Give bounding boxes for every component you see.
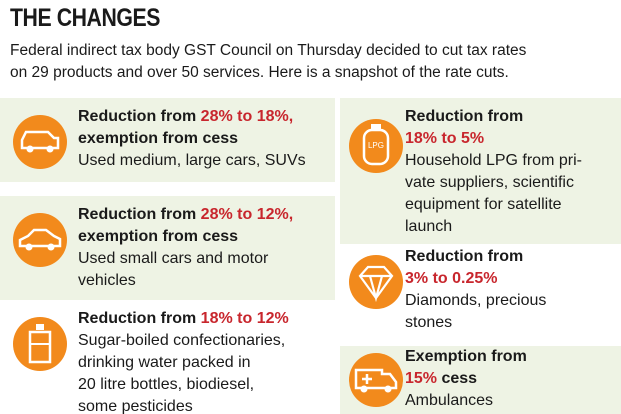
heading-text: Reduction from	[78, 310, 201, 327]
item-heading: Reduction from	[405, 246, 546, 268]
item-heading: exemption from cess	[78, 128, 306, 150]
heading-text: exemption from cess	[78, 130, 239, 147]
item-description: vehicles	[78, 272, 136, 289]
item-description: Used medium, large cars, SUVs	[78, 152, 306, 169]
item-heading: 15% cess	[405, 368, 527, 390]
intro-line: Federal indirect tax body GST Council on…	[10, 42, 527, 59]
item-description: Sugar-boiled confectionaries,	[78, 332, 286, 349]
item-description: Ambulances	[405, 392, 494, 409]
item-heading: exemption from cess	[78, 226, 293, 248]
item: Reduction from 3% to 0.25% Diamonds, preci…	[405, 246, 546, 334]
rate-change: 28% to 12%,	[200, 206, 294, 223]
rate-change: 15%	[405, 370, 438, 387]
heading-text: Reduction from	[78, 206, 201, 223]
item-heading: Reduction from 28% to 18%,	[78, 106, 306, 128]
heading-text: Reduction from	[405, 248, 524, 265]
item: Reduction from 28% to 18%, exemption from…	[78, 106, 306, 172]
heading-text: Reduction from	[78, 108, 201, 125]
item-description: launch	[405, 218, 453, 235]
item-description: Diamonds, precious	[405, 292, 547, 309]
rate-change: 3% to 0.25%	[405, 270, 498, 287]
item-description: Used small cars and motor	[78, 250, 269, 267]
item: Reduction from 18% to 5% Household LPG fro…	[405, 106, 582, 238]
title: THE CHANGES	[10, 4, 160, 32]
item-description: 20 litre bottles, biodiesel,	[78, 376, 255, 393]
diamond-icon	[349, 255, 403, 309]
heading-text: Reduction from	[405, 108, 524, 125]
svg-text:LPG: LPG	[368, 141, 384, 150]
ambulance-icon	[349, 353, 403, 407]
item: Exemption from 15% cess Ambulances	[405, 346, 527, 412]
rate-change: 18% to 12%	[200, 310, 289, 327]
car-icon	[13, 213, 67, 267]
item: Reduction from 18% to 12% Sugar-boiled co…	[78, 308, 289, 414]
item-heading: Reduction from	[405, 106, 582, 128]
item-description: vate suppliers, scientific	[405, 174, 574, 191]
item-description: Household LPG from pri-	[405, 152, 582, 169]
item-description: drinking water packed in	[78, 354, 251, 371]
item-heading: Reduction from 18% to 12%	[78, 308, 289, 330]
item-description: some pesticides	[78, 398, 193, 414]
car-suv-icon	[13, 115, 67, 169]
item: Reduction from 28% to 12%, exemption from…	[78, 204, 293, 292]
lpg-cylinder-icon: LPG	[349, 119, 403, 173]
item-heading: 18% to 5%	[405, 128, 582, 150]
item-description: stones	[405, 314, 453, 331]
water-bottle-icon	[13, 317, 67, 371]
rate-change: 18% to 5%	[405, 130, 485, 147]
heading-text: exemption from cess	[78, 228, 239, 245]
item-heading: 3% to 0.25%	[405, 268, 546, 290]
intro: Federal indirect tax body GST Council on…	[10, 40, 526, 84]
heading-text: Exemption from	[405, 348, 527, 365]
item-heading: Reduction from 28% to 12%,	[78, 204, 293, 226]
heading-text: cess	[437, 370, 478, 387]
item-description: equipment for satellite	[405, 196, 562, 213]
rate-change: 28% to 18%,	[200, 108, 294, 125]
intro-line: on 29 products and over 50 services. Her…	[10, 64, 509, 81]
item-heading: Exemption from	[405, 346, 527, 368]
